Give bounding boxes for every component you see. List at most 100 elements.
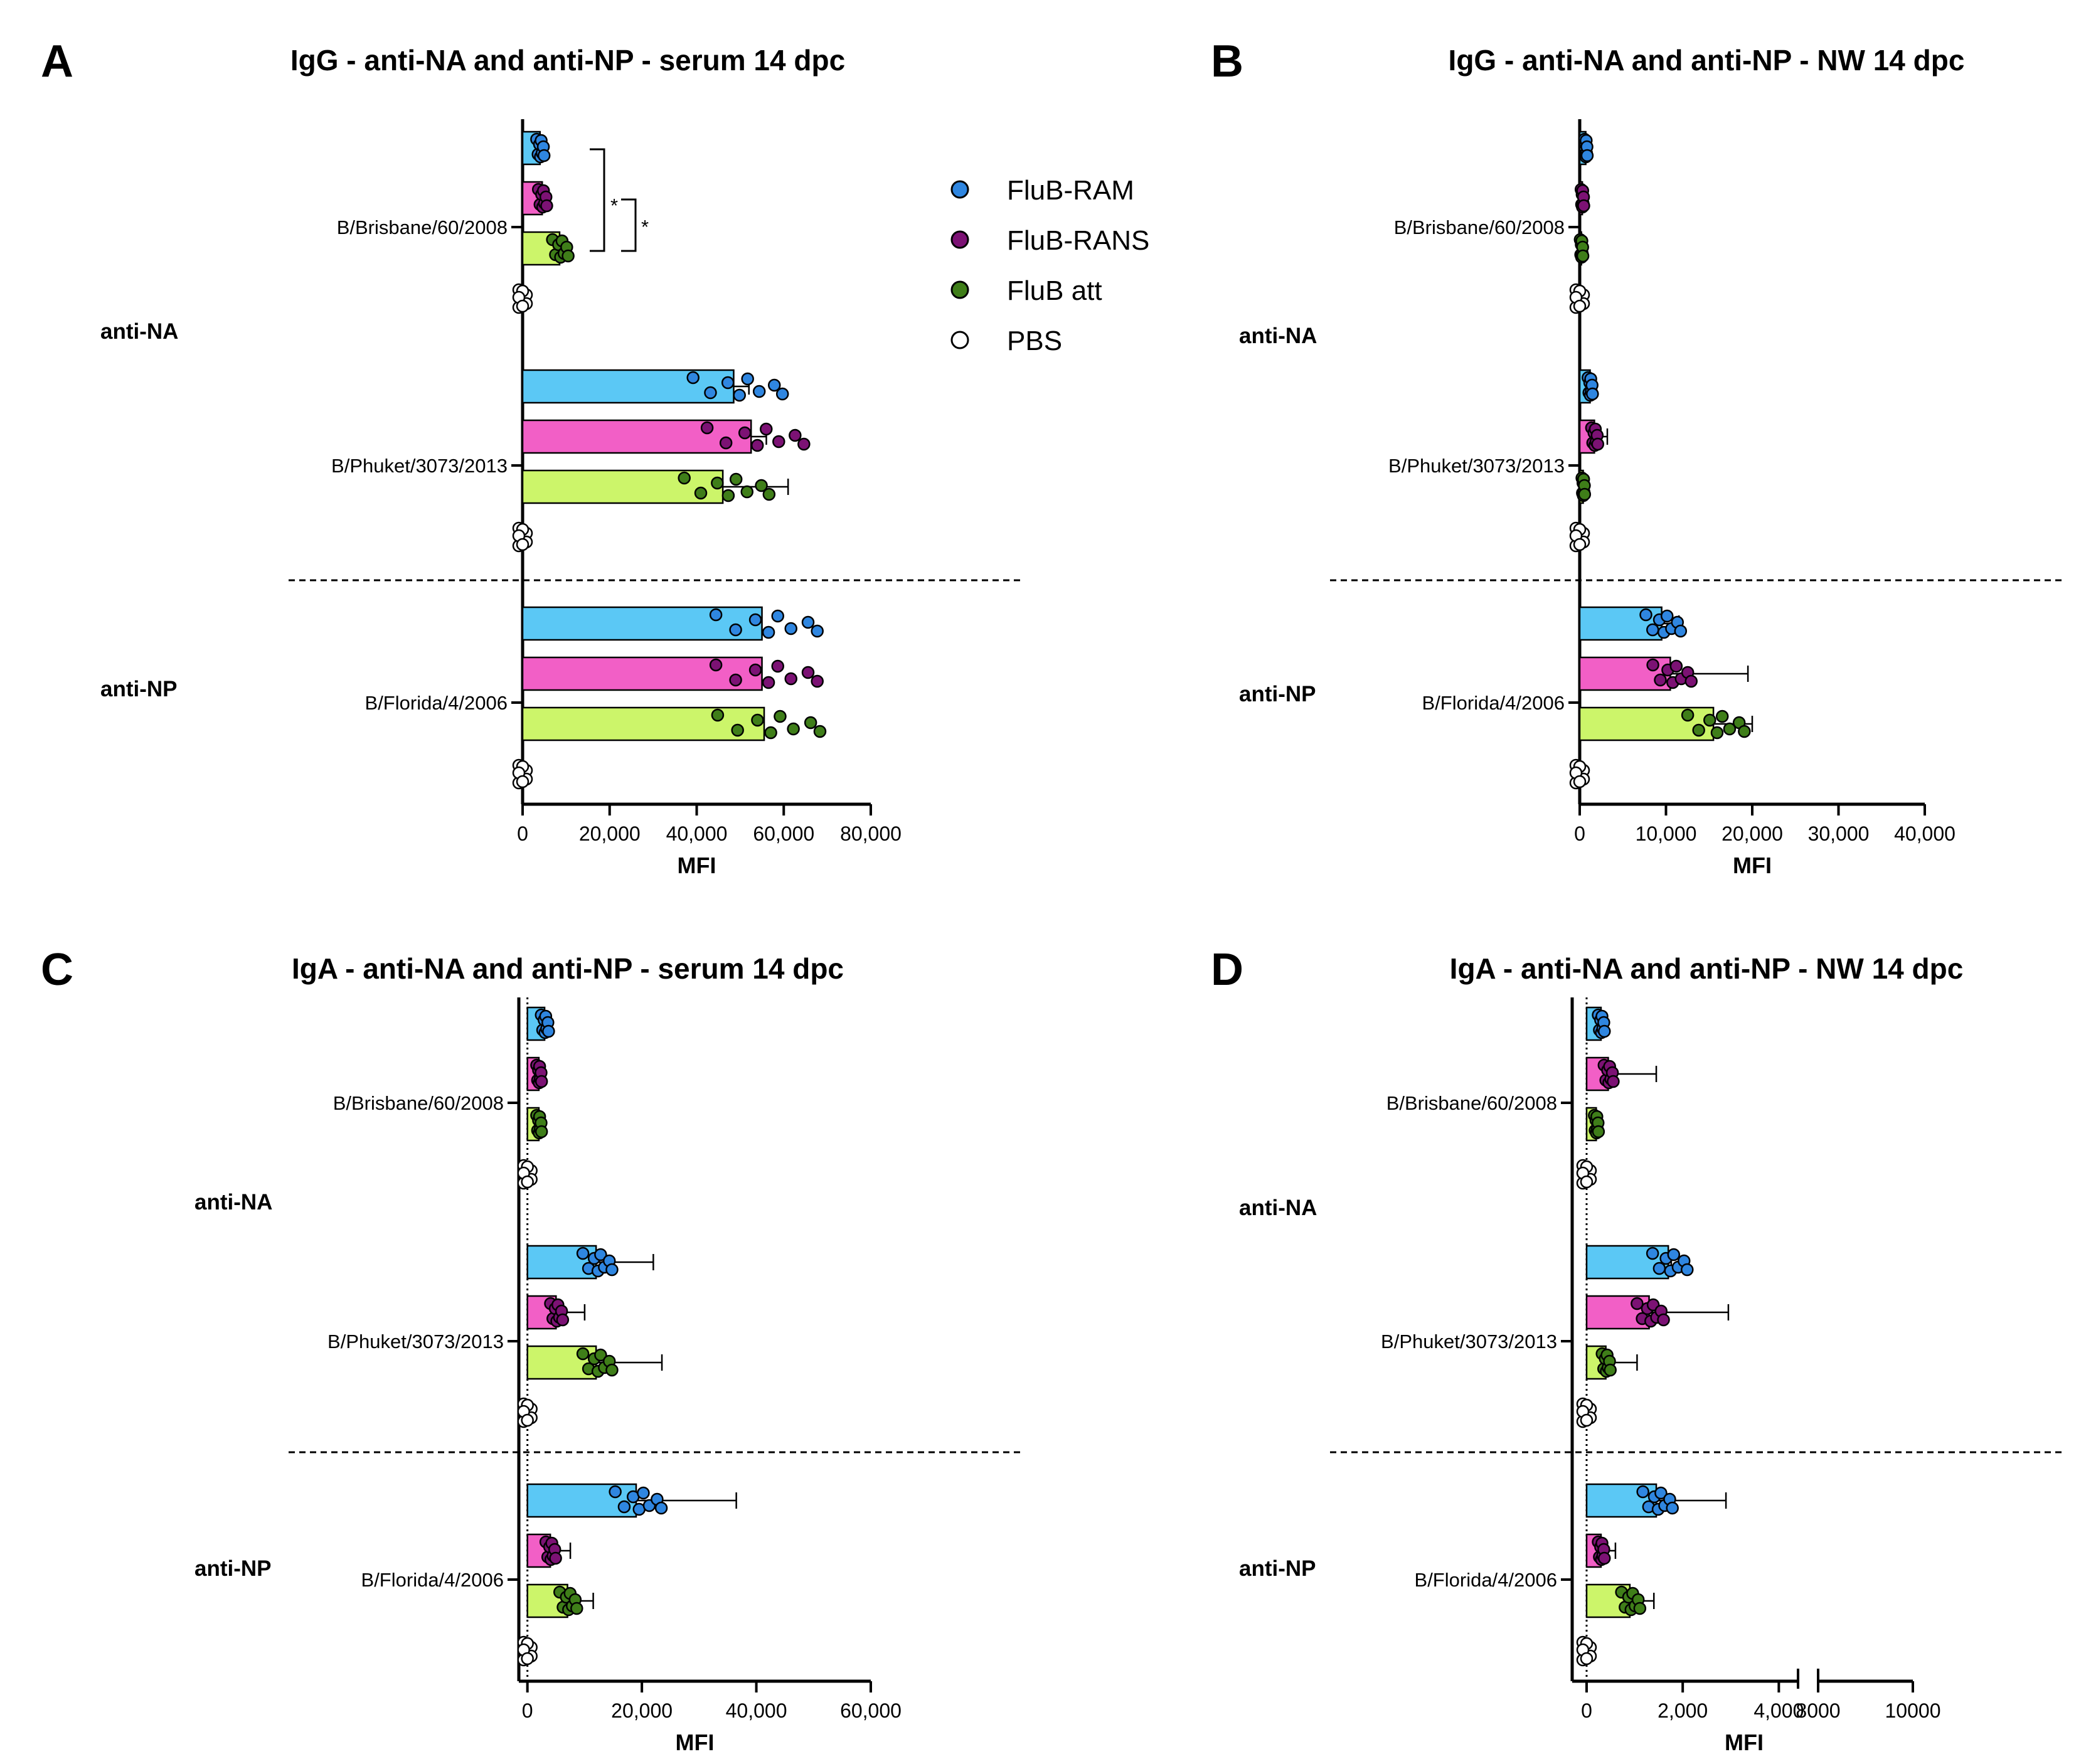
panel-a-point-flub-ram: [784, 622, 797, 635]
panel-d-point-flub-rans: [1598, 1551, 1611, 1565]
panel-a-point-flub-ram: [729, 623, 742, 637]
panel-b-point-flub-att: [1715, 709, 1729, 723]
panel-c-x-tick-label: 0: [522, 1699, 533, 1722]
panel-a-title: IgG - anti-NA and anti-NP - serum 14 dpc: [290, 44, 845, 77]
panel-a-point-flub-rans: [784, 672, 797, 686]
panel-a-point-flub-rans: [738, 426, 752, 440]
panel-a-category-label: B/Brisbane/60/2008: [337, 216, 508, 238]
panel-a-point-flub-att: [731, 723, 744, 737]
panel-c-point-flub-ram: [576, 1246, 590, 1260]
panel-c-point-flub-att: [570, 1602, 583, 1615]
panel-c-group-label-np: anti-NP: [194, 1556, 272, 1581]
panel-a-point-flub-ram: [709, 608, 723, 622]
panel-a-point-flub-att: [762, 487, 776, 501]
panel-a-point-pbs: [516, 299, 529, 313]
panel-a-point-flub-att: [787, 722, 800, 736]
panel-c-category-label: B/Florida/4/2006: [361, 1569, 504, 1591]
panel-a-point-flub-att: [774, 709, 787, 723]
panel-b-point-flub-att: [1578, 487, 1592, 501]
panel-c-point-flub-ram: [609, 1485, 622, 1499]
panel-c-x-tick-label: 60,000: [840, 1699, 902, 1722]
panel-a-point-flub-rans: [797, 437, 811, 451]
panel-d-x-label: MFI: [1725, 1729, 1764, 1755]
panel-b-point-flub-att: [1576, 249, 1590, 263]
panel-a-point-flub-rans: [760, 422, 773, 436]
panel-b-point-flub-ram: [1639, 608, 1652, 622]
panel-d-point-pbs: [1580, 1175, 1594, 1189]
panel-d-point-flub-rans: [1607, 1075, 1620, 1088]
panel-c-point-flub-att: [576, 1347, 590, 1361]
panel-b-x-tick-label: 10,000: [1636, 822, 1697, 845]
panel-b-x-tick-label: 40,000: [1894, 822, 1956, 845]
panel-a-point-flub-rans: [789, 428, 802, 442]
panel-b-point-flub-att: [1710, 726, 1724, 740]
panel-d-category-label: B/Phuket/3073/2013: [1381, 1331, 1557, 1352]
panel-d-point-flub-ram: [1598, 1024, 1611, 1038]
panel-a-point-flub-att: [740, 485, 753, 499]
panel-a-point-flub-rans: [762, 676, 775, 689]
panel-c-point-pbs: [521, 1175, 534, 1189]
panel-d-point-flub-ram: [1654, 1486, 1668, 1500]
panel-b-point-flub-ram: [1580, 149, 1594, 162]
panel-c-x-tick-label: 40,000: [726, 1699, 787, 1722]
legend-label-flub-ram: FluB-RAM: [1007, 175, 1134, 206]
panel-d-point-flub-rans: [1631, 1297, 1644, 1310]
panel-b-title: IgG - anti-NA and anti-NP - NW 14 dpc: [1449, 44, 1965, 77]
panel-c-point-pbs: [521, 1413, 534, 1427]
panel-b-category-label: B/Florida/4/2006: [1422, 692, 1565, 714]
panel-c-point-flub-ram: [617, 1500, 631, 1514]
panel-b-x-tick-label: 0: [1574, 822, 1585, 845]
panel-a-group-label-na: anti-NA: [100, 319, 178, 344]
panel-b-group-label-na: anti-NA: [1239, 324, 1317, 348]
panel-c-x-label: MFI: [676, 1729, 715, 1755]
panel-a-point-flub-rans: [750, 438, 764, 452]
panel-c-point-flub-rans: [556, 1313, 570, 1327]
panel-c-category-label: B/Phuket/3073/2013: [327, 1331, 504, 1352]
panel-a-point-flub-ram: [775, 387, 789, 401]
panel-b-point-flub-rans: [1684, 674, 1698, 688]
panel-a-point-flub-ram: [721, 376, 735, 390]
panel-a-point-flub-rans: [709, 658, 723, 672]
panel-a-x-tick-label: 0: [517, 822, 528, 845]
panel-b-label: B: [1211, 36, 1243, 87]
panel-d-point-flub-att: [1633, 1602, 1647, 1615]
panel-b-point-flub-ram: [1660, 609, 1674, 623]
panel-a-x-label: MFI: [678, 853, 716, 878]
panel-a-significance-star-2: *: [641, 216, 649, 238]
panel-a-point-flub-att: [729, 472, 743, 486]
panel-b-point-flub-ram: [1586, 387, 1599, 401]
panel-a-point-flub-rans: [811, 674, 824, 688]
panel-a-point-flub-ram: [811, 624, 824, 638]
panel-c-point-flub-att: [535, 1125, 548, 1139]
panel-c-category-label: B/Brisbane/60/2008: [333, 1092, 504, 1114]
panel-b-point-flub-rans: [1646, 658, 1659, 672]
panel-a-point-flub-rans: [700, 421, 714, 435]
panel-b-category-label: B/Brisbane/60/2008: [1394, 216, 1565, 238]
panel-b-point-flub-ram: [1646, 623, 1659, 637]
panel-a-significance-bracket-1: [590, 148, 605, 252]
panel-c-point-flub-ram: [637, 1486, 650, 1500]
panel-a-point-flub-ram: [752, 385, 766, 398]
panel-a-bar-flub-rans: [521, 656, 763, 691]
panel-d-point-flub-att: [1592, 1125, 1605, 1139]
panel-a-x-tick-label: 40,000: [666, 822, 728, 845]
legend-dot-pbs: [950, 331, 969, 349]
panel-b-point-pbs: [1573, 538, 1587, 551]
panel-a-point-flub-ram: [741, 372, 754, 386]
panel-a-point-flub-rans: [540, 199, 553, 213]
panel-a-x-tick-label: 20,000: [579, 822, 641, 845]
panel-c-point-flub-ram: [594, 1248, 607, 1262]
panel-a-point-flub-att: [813, 725, 827, 738]
panel-a-significance-bracket-2: [621, 198, 637, 252]
panel-d-point-flub-ram: [1646, 1246, 1659, 1260]
panel-a-category-label: B/Phuket/3073/2013: [331, 455, 508, 477]
panel-d-category-label: B/Florida/4/2006: [1415, 1569, 1557, 1591]
panel-c-point-flub-ram: [605, 1263, 619, 1277]
panel-d-x-tick-label: 8000: [1796, 1699, 1840, 1722]
panel-b-point-flub-rans: [1669, 659, 1683, 673]
panel-a-point-flub-ram: [762, 625, 775, 639]
panel-c-point-flub-ram: [654, 1501, 668, 1515]
panel-d-point-flub-rans: [1657, 1313, 1670, 1327]
panel-d-category-label: B/Brisbane/60/2008: [1386, 1092, 1557, 1114]
panel-a-point-flub-rans: [719, 436, 733, 450]
